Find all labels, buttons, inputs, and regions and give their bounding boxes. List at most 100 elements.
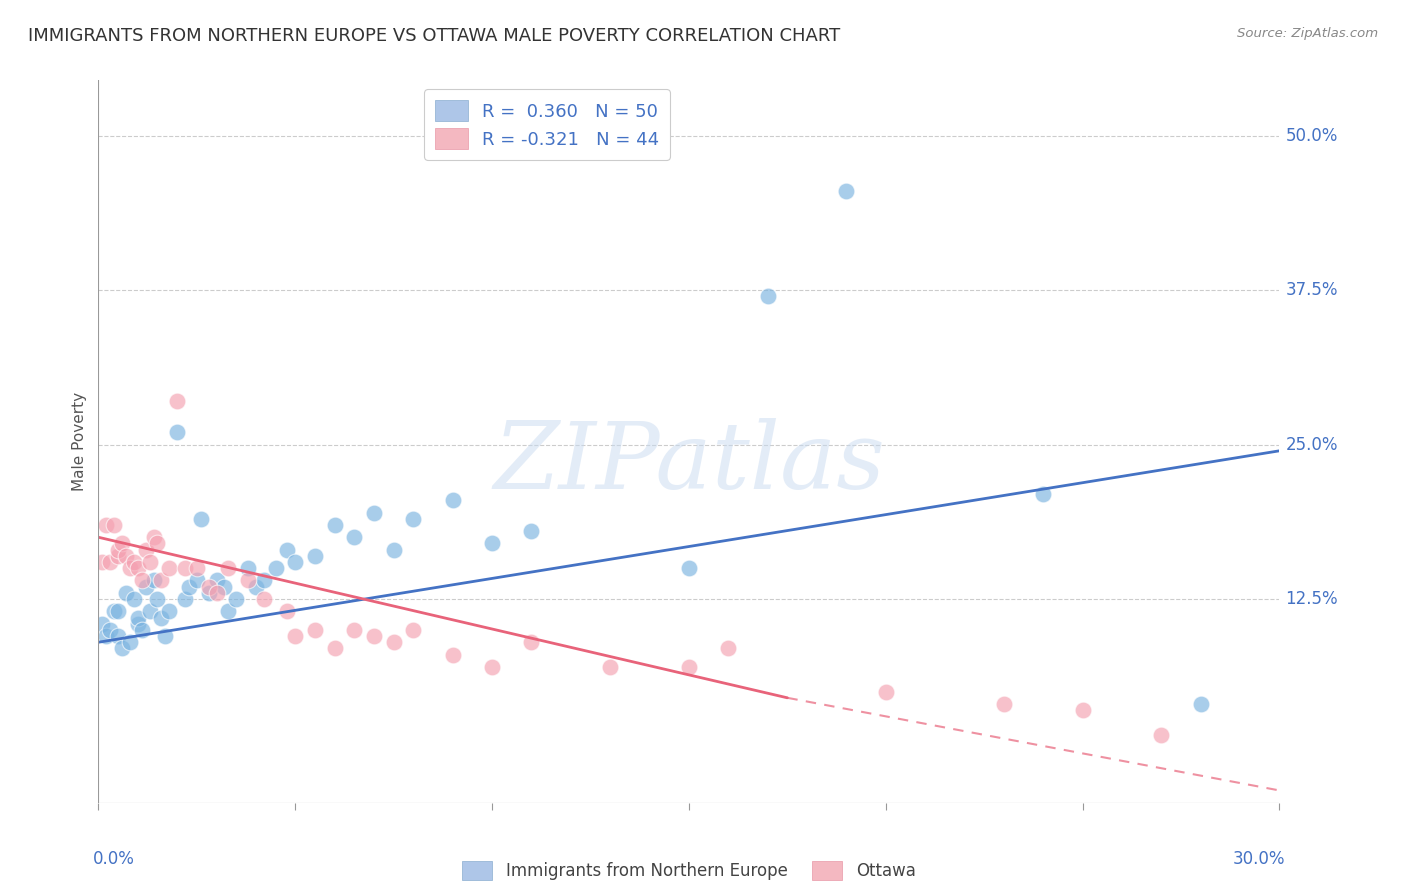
Point bbox=[174, 561, 197, 575]
Point bbox=[276, 604, 298, 618]
Point bbox=[118, 561, 141, 575]
Point bbox=[135, 542, 157, 557]
Point bbox=[135, 580, 157, 594]
Point bbox=[98, 555, 121, 569]
Point bbox=[1032, 487, 1054, 501]
Point bbox=[103, 517, 125, 532]
Point bbox=[481, 536, 503, 550]
Legend: Immigrants from Northern Europe, Ottawa: Immigrants from Northern Europe, Ottawa bbox=[454, 853, 924, 888]
Point bbox=[142, 530, 165, 544]
Text: Source: ZipAtlas.com: Source: ZipAtlas.com bbox=[1237, 27, 1378, 40]
Point bbox=[157, 561, 180, 575]
Point bbox=[142, 574, 165, 588]
Point bbox=[520, 524, 543, 538]
Point bbox=[205, 586, 228, 600]
Point bbox=[304, 623, 326, 637]
Point bbox=[599, 660, 621, 674]
Text: 37.5%: 37.5% bbox=[1285, 281, 1339, 299]
Point bbox=[115, 586, 138, 600]
Point bbox=[177, 580, 200, 594]
Point bbox=[127, 616, 149, 631]
Point bbox=[402, 623, 425, 637]
Point bbox=[264, 561, 287, 575]
Point bbox=[520, 635, 543, 649]
Point bbox=[190, 512, 212, 526]
Point bbox=[174, 592, 197, 607]
Point bbox=[186, 561, 208, 575]
Point bbox=[1189, 697, 1212, 711]
Point bbox=[122, 555, 145, 569]
Point bbox=[323, 641, 346, 656]
Point bbox=[253, 574, 276, 588]
Point bbox=[127, 610, 149, 624]
Point bbox=[363, 506, 385, 520]
Point bbox=[157, 604, 180, 618]
Point bbox=[166, 425, 188, 440]
Point bbox=[343, 530, 366, 544]
Point bbox=[96, 517, 118, 532]
Text: 12.5%: 12.5% bbox=[1285, 590, 1339, 608]
Point bbox=[107, 629, 129, 643]
Point bbox=[1150, 728, 1173, 742]
Point bbox=[382, 635, 405, 649]
Point bbox=[236, 574, 259, 588]
Text: ZIPatlas: ZIPatlas bbox=[494, 418, 884, 508]
Point bbox=[225, 592, 247, 607]
Point bbox=[402, 512, 425, 526]
Point bbox=[146, 592, 169, 607]
Point bbox=[146, 536, 169, 550]
Point bbox=[107, 542, 129, 557]
Point bbox=[717, 641, 740, 656]
Point bbox=[155, 629, 177, 643]
Point bbox=[197, 586, 219, 600]
Point bbox=[131, 574, 153, 588]
Point bbox=[91, 555, 114, 569]
Text: 50.0%: 50.0% bbox=[1285, 127, 1337, 145]
Point bbox=[253, 592, 276, 607]
Point bbox=[245, 580, 267, 594]
Point bbox=[138, 604, 160, 618]
Point bbox=[118, 635, 141, 649]
Point bbox=[107, 549, 129, 563]
Point bbox=[343, 623, 366, 637]
Point bbox=[678, 660, 700, 674]
Point bbox=[363, 629, 385, 643]
Point bbox=[150, 610, 173, 624]
Point bbox=[205, 574, 228, 588]
Point bbox=[214, 580, 236, 594]
Point bbox=[98, 623, 121, 637]
Point bbox=[217, 604, 239, 618]
Point bbox=[122, 592, 145, 607]
Point bbox=[127, 561, 149, 575]
Point bbox=[111, 536, 134, 550]
Text: 25.0%: 25.0% bbox=[1285, 435, 1339, 454]
Point bbox=[115, 549, 138, 563]
Point bbox=[756, 289, 779, 303]
Point bbox=[441, 648, 464, 662]
Point bbox=[993, 697, 1015, 711]
Point bbox=[1071, 703, 1094, 717]
Point bbox=[138, 555, 160, 569]
Point bbox=[441, 493, 464, 508]
Text: 0.0%: 0.0% bbox=[93, 850, 135, 868]
Point bbox=[107, 604, 129, 618]
Point bbox=[284, 629, 307, 643]
Point bbox=[875, 684, 897, 698]
Point bbox=[111, 641, 134, 656]
Point bbox=[284, 555, 307, 569]
Point bbox=[96, 629, 118, 643]
Point bbox=[323, 517, 346, 532]
Point bbox=[835, 185, 858, 199]
Text: 30.0%: 30.0% bbox=[1233, 850, 1285, 868]
Point bbox=[103, 604, 125, 618]
Point bbox=[236, 561, 259, 575]
Point bbox=[150, 574, 173, 588]
Point bbox=[186, 574, 208, 588]
Point bbox=[276, 542, 298, 557]
Point bbox=[197, 580, 219, 594]
Point bbox=[481, 660, 503, 674]
Point bbox=[678, 561, 700, 575]
Point bbox=[304, 549, 326, 563]
Text: IMMIGRANTS FROM NORTHERN EUROPE VS OTTAWA MALE POVERTY CORRELATION CHART: IMMIGRANTS FROM NORTHERN EUROPE VS OTTAW… bbox=[28, 27, 841, 45]
Point bbox=[131, 623, 153, 637]
